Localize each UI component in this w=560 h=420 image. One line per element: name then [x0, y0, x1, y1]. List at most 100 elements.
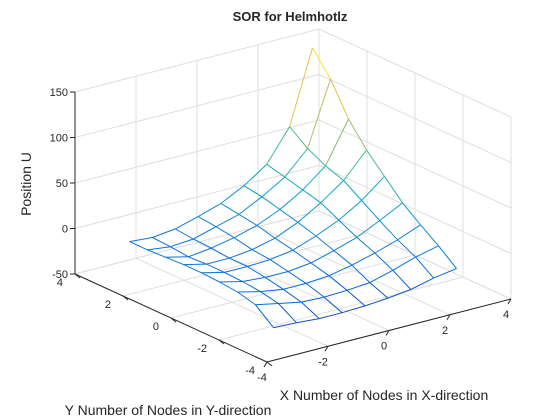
surface-edge [366, 149, 385, 177]
surface-edge [242, 281, 261, 293]
y-tick-mark [170, 317, 177, 323]
surface-edge [238, 213, 258, 226]
surface-edge [384, 176, 403, 204]
surface-edge [197, 202, 222, 218]
y-tick-label: 0 [153, 321, 159, 333]
grid-line [74, 165, 320, 229]
surface-edge [310, 262, 330, 277]
surface-edge [305, 275, 330, 284]
surface-edge [369, 282, 389, 299]
surface-edge [307, 148, 326, 167]
y-tick-label: -2 [197, 343, 207, 355]
surface-edge [243, 185, 263, 198]
surface-edge [296, 318, 320, 324]
surface-edge [269, 259, 289, 272]
x-tick-label: 4 [503, 309, 509, 321]
surface-edge [292, 249, 312, 264]
z-tick-label: 100 [50, 133, 68, 145]
x-tick-mark [446, 314, 451, 321]
surface-edge [338, 200, 362, 221]
surface-edge [287, 271, 307, 284]
x-tick-mark [324, 346, 329, 352]
surface-edge [170, 238, 194, 248]
y-tick-mark [74, 273, 81, 279]
surface-edge [328, 275, 348, 291]
z-tick-label: 0 [62, 224, 68, 236]
surface-edge [170, 246, 189, 258]
surface-edge [265, 271, 289, 278]
x-tick-mark [263, 361, 268, 368]
surface-edge [219, 281, 243, 283]
surface-edge [266, 163, 286, 178]
surface-edge [256, 224, 276, 239]
surface-edge [346, 289, 366, 307]
surface-edge [328, 264, 353, 277]
surface-edge [279, 189, 304, 210]
surface-edge [361, 176, 385, 201]
grid-line [74, 210, 320, 275]
surface-edge [274, 237, 294, 251]
surface-edge [279, 209, 299, 223]
surface-edge [287, 262, 312, 272]
surface-edge [392, 269, 412, 290]
surface-edge [193, 226, 217, 240]
surface-edge [229, 257, 248, 267]
axes-lines [70, 91, 512, 368]
surface-edge [379, 202, 403, 221]
surface-edge [255, 304, 274, 329]
surface-mesh [129, 47, 457, 329]
surface-edge [242, 276, 266, 282]
surface-edge [310, 250, 335, 264]
x-tick-label: 0 [381, 341, 387, 353]
grid-line [318, 74, 512, 163]
surface-edge [315, 219, 340, 237]
surface-edge [397, 239, 416, 258]
surface-edge [305, 283, 325, 298]
surface-edge [147, 246, 171, 251]
grid-line [318, 119, 512, 209]
z-axis-label: Position U [18, 152, 34, 216]
x-tick-mark [385, 330, 390, 336]
surface-edge [325, 118, 349, 167]
surface-edge [330, 78, 349, 120]
surface-edge [247, 266, 266, 278]
surface-edge [260, 291, 279, 304]
surface-edge [265, 276, 284, 290]
surface-edge [152, 237, 171, 248]
y-axis-label: Y Number of Nodes in Y-direction [65, 402, 272, 418]
surface-edge [152, 228, 176, 238]
surface-edge [300, 301, 320, 319]
surface-edge [188, 256, 207, 265]
surface-edge [229, 249, 253, 259]
surface-edge [297, 202, 322, 223]
surface-edge [374, 239, 398, 254]
z-tick-label: 150 [50, 87, 68, 99]
surface-edge [211, 237, 235, 249]
surface-edge [220, 185, 245, 204]
surface-edge [438, 245, 457, 269]
z-tick-label: -50 [52, 269, 68, 281]
surface-edge [238, 196, 263, 215]
surface-edge [289, 126, 308, 149]
surface-edge [343, 149, 367, 181]
surface-edge [278, 301, 302, 304]
surface-edge [364, 297, 389, 307]
surface-edge [224, 271, 243, 282]
surface-edge [351, 252, 376, 266]
surface-edge [269, 249, 294, 261]
surface-edge [193, 238, 212, 249]
z-tick-label: 50 [56, 178, 68, 190]
surface-edge [215, 226, 235, 239]
surface-edge [356, 237, 376, 254]
surface-edge [278, 303, 297, 324]
surface-edge [415, 245, 439, 258]
grid-line [74, 119, 320, 184]
surface-edge [233, 237, 253, 251]
surface-edge [301, 296, 325, 303]
surface-edge [251, 249, 271, 261]
surface-edge [165, 256, 184, 266]
surface-edge [215, 213, 240, 228]
y-tick-mark [266, 361, 273, 367]
surface-edge [266, 126, 291, 165]
